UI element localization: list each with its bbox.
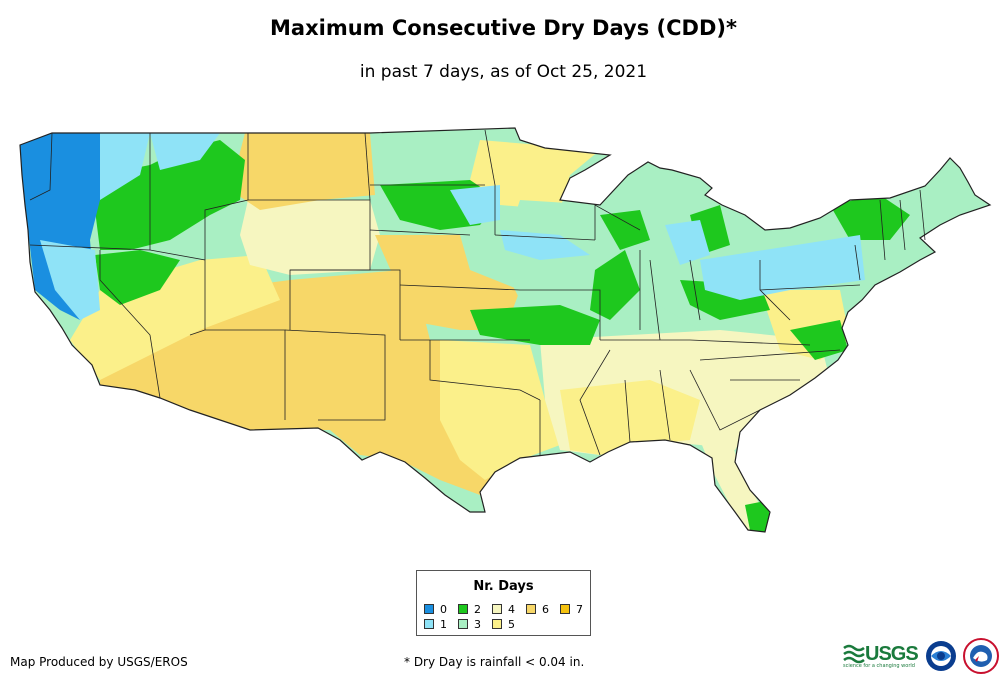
zone-montana: [230, 133, 375, 210]
nws-logo-icon: [963, 638, 999, 674]
legend-item-1: 1: [424, 619, 447, 631]
legend-item-4: 4: [492, 604, 515, 616]
legend-swatch-2: [458, 604, 468, 614]
usgs-tagline: science for a changing world: [843, 663, 915, 669]
legend-item-2: 2: [458, 604, 481, 616]
legend-swatch-4: [492, 604, 502, 614]
legend-swatch-0: [424, 604, 434, 614]
us-outline: [19, 127, 992, 533]
legend-title: Nr. Days: [473, 579, 534, 594]
zone-lightblue-michigan: [665, 220, 710, 265]
state-borders: [29, 129, 926, 456]
legend-item-3: 3: [458, 619, 481, 631]
legend-swatch-1: [424, 619, 434, 629]
zone-lightblue-iowa: [500, 230, 590, 260]
zone-nebraska: [375, 235, 520, 330]
zone-lightblue-california: [40, 240, 100, 320]
zone-lightblue-oregon: [100, 133, 150, 200]
zone-green-southflorida: [745, 500, 770, 532]
zone-texas-tan: [440, 340, 560, 480]
usgs-logo-icon: USGS science for a changing world: [843, 641, 923, 671]
zone-lightblue-minnesota: [450, 185, 500, 225]
usgs-logo-text: USGS: [865, 643, 919, 665]
legend: Nr. Days 0 1 2 3 4 5 6 7: [416, 570, 591, 636]
zone-green-nc: [790, 320, 848, 360]
zone-green-wisconsin: [600, 210, 650, 250]
map-title: Maximum Consecutive Dry Days (CDD)*: [270, 16, 737, 40]
map-subtitle: in past 7 days, as of Oct 25, 2021: [359, 62, 648, 82]
noaa-logo-icon: [926, 641, 956, 671]
zone-wyoming: [240, 200, 380, 275]
zone-green-missouri: [470, 305, 600, 345]
map-credit: Map Produced by USGS/EROS: [10, 655, 188, 669]
legend-swatch-3: [458, 619, 468, 629]
zone-green-illinois: [590, 250, 640, 320]
zone-green-ny: [830, 195, 910, 240]
legend-swatch-7: [560, 604, 570, 614]
zone-gulf-yellow: [560, 380, 700, 455]
zone-dakotas: [470, 140, 600, 210]
legend-item-6: 6: [526, 604, 549, 616]
footnote: * Dry Day is rainfall < 0.04 in.: [404, 655, 585, 669]
cdd-map: [19, 127, 992, 533]
zone-lightblue-idaho: [150, 133, 220, 170]
zone-desert-sw: [100, 270, 560, 495]
zone-green-nevada: [95, 250, 180, 305]
legend-item-7: 7: [560, 604, 583, 616]
usgs-wave-icon: [843, 644, 865, 664]
zone-lightblue-ohio-pa: [700, 235, 865, 300]
legend-item-5: 5: [492, 619, 515, 631]
legend-item-0: 0: [424, 604, 447, 616]
legend-swatch-5: [492, 619, 502, 629]
legend-swatch-6: [526, 604, 536, 614]
zone-green-pnw: [95, 140, 245, 250]
